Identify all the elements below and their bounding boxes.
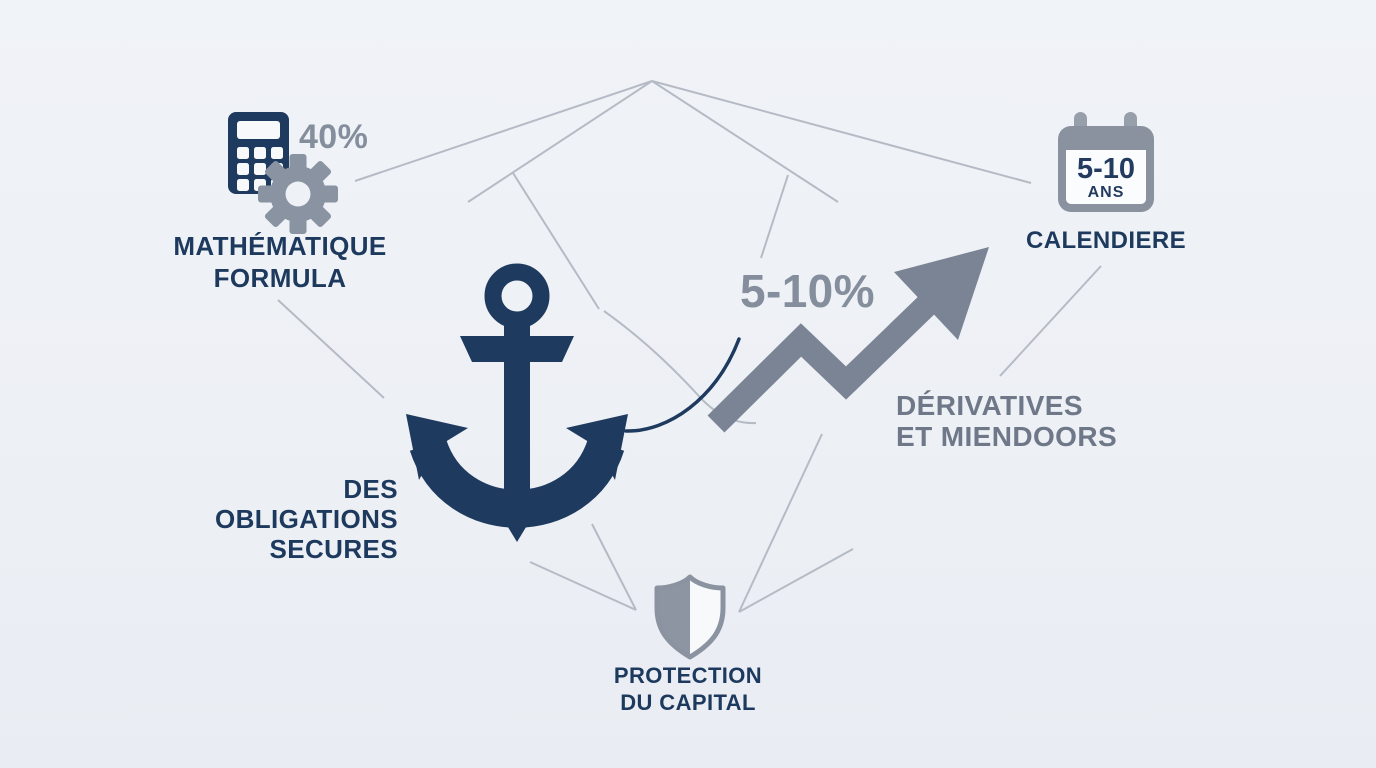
formula-label: MATHÉMATIQUE FORMULA [173,231,387,293]
anchor-icon [406,263,628,542]
calendar-label: CALENDIERE [1026,227,1187,254]
growth-arrow-icon [707,247,989,433]
gear-icon [258,154,338,234]
calendar-icon: 5-10 ANS [1058,126,1154,212]
growth-label: DÉRIVATIVES ET MIENDOORS [896,390,1118,452]
protection-label: PROTECTION DU CAPITAL [613,663,763,715]
bonds-label: DES OBLIGATIONS SECURES [214,474,398,564]
shield-icon [654,574,726,660]
calendar-value: 5-10 [1076,152,1136,185]
growth-percent: 5-10% [740,265,875,317]
rope-curve [624,337,741,433]
formula-percent: 40% [299,118,369,156]
calculator-icon [228,112,289,194]
calendar-unit: ANS [1087,183,1125,201]
connector-lines [277,80,1102,613]
